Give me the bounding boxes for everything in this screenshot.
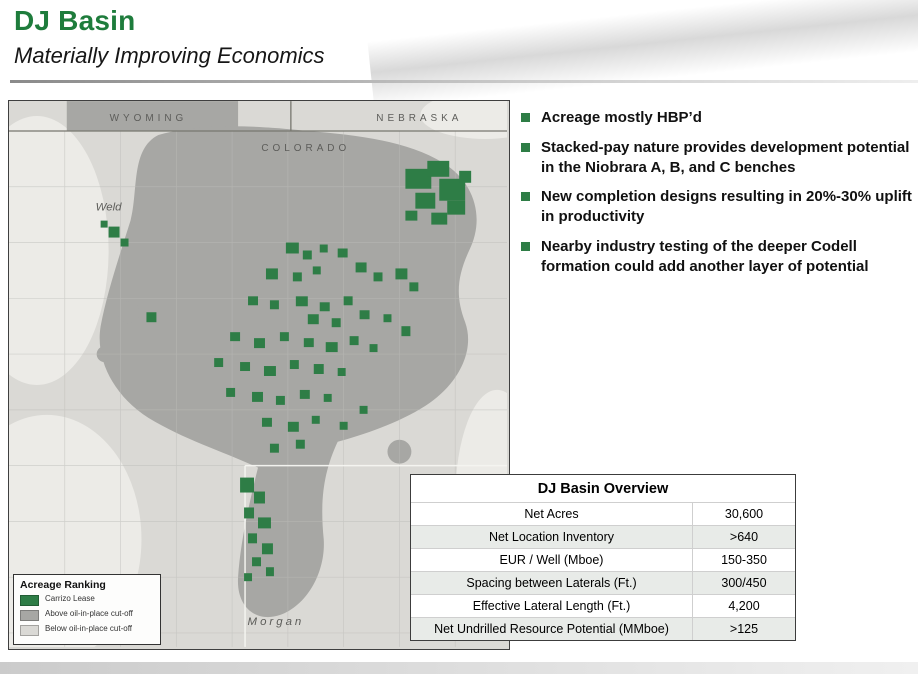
list-item: Acreage mostly HBP’d	[521, 108, 915, 128]
legend-title: Acreage Ranking	[20, 579, 106, 591]
dj-basin-overview-table: DJ Basin Overview Net Acres 30,600 Net L…	[410, 474, 796, 641]
table-row: EUR / Well (Mboe) 150-350	[411, 548, 795, 571]
label-morgan: Morgan	[248, 616, 305, 628]
legend-item-label: Above oil-in-place cut-off	[45, 609, 133, 618]
row-value: 150-350	[692, 549, 795, 571]
legend-item-carrizo-lease: Carrizo Lease	[20, 594, 154, 606]
page-title: DJ Basin	[14, 5, 136, 36]
table-row: Net Acres 30,600	[411, 502, 795, 525]
list-item: Nearby industry testing of the deeper Co…	[521, 237, 915, 277]
map-legend: Acreage Ranking Carrizo Lease Above oil-…	[13, 574, 161, 645]
carrizo-lease-patches	[100, 160, 472, 582]
label-weld: Weld	[96, 202, 122, 214]
below-cutoff-swatch	[20, 625, 39, 636]
row-label: Spacing between Laterals (Ft.)	[466, 576, 637, 590]
row-label: Net Acres	[524, 507, 579, 521]
legend-item-label: Below oil-in-place cut-off	[45, 624, 133, 633]
row-value: >125	[692, 618, 795, 640]
row-value: >640	[692, 526, 795, 548]
bullet-text: Stacked-pay nature provides development …	[541, 138, 910, 176]
state-boundary-line	[9, 101, 507, 132]
label-colorado: COLORADO	[261, 143, 350, 154]
row-label: Net Location Inventory	[488, 530, 615, 544]
county-boundary-line	[244, 464, 507, 647]
row-label: Effective Lateral Length (Ft.)	[472, 599, 631, 613]
row-label: Net Undrilled Resource Potential (MMboe)	[434, 622, 669, 636]
page-subtitle: Materially Improving Economics	[14, 43, 325, 68]
carrizo-lease-swatch	[20, 595, 39, 606]
table-row: Spacing between Laterals (Ft.) 300/450	[411, 571, 795, 594]
table-row: Effective Lateral Length (Ft.) 4,200	[411, 594, 795, 617]
bullet-text: Acreage mostly HBP’d	[541, 109, 702, 126]
row-value: 30,600	[692, 503, 795, 525]
bullet-square-icon	[521, 142, 530, 152]
bullet-square-icon	[521, 113, 530, 122]
list-item: Stacked-pay nature provides development …	[521, 138, 915, 178]
bullet-text: New completion designs resulting in 20%-…	[541, 188, 912, 226]
label-nebraska: NEBRASKA	[376, 113, 462, 124]
legend-item-above-cutoff: Above oil-in-place cut-off	[20, 609, 154, 621]
row-value: 300/450	[692, 572, 795, 594]
highlights-bullet-list: Acreage mostly HBP’d Stacked-pay nature …	[521, 108, 915, 287]
header-divider	[10, 80, 918, 83]
table-title: DJ Basin Overview	[537, 481, 669, 497]
legend-item-label: Carrizo Lease	[45, 594, 95, 603]
list-item: New completion designs resulting in 20%-…	[521, 187, 915, 227]
table-row: Net Location Inventory >640	[411, 525, 795, 548]
legend-item-below-cutoff: Below oil-in-place cut-off	[20, 624, 154, 636]
row-label: EUR / Well (Mboe)	[499, 553, 604, 567]
row-value: 4,200	[692, 595, 795, 617]
table-row: Net Undrilled Resource Potential (MMboe)…	[411, 617, 795, 640]
footer-gradient-band	[0, 662, 918, 674]
label-wyoming: WYOMING	[110, 113, 188, 124]
bullet-square-icon	[521, 192, 530, 202]
bullet-square-icon	[521, 241, 530, 251]
above-cutoff-swatch	[20, 610, 39, 621]
bullet-text: Nearby industry testing of the deeper Co…	[541, 237, 869, 275]
